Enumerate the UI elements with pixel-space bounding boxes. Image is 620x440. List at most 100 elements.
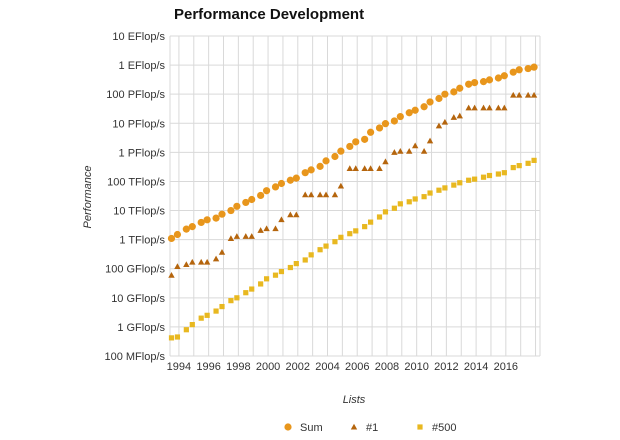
data-point	[307, 191, 315, 198]
data-point	[465, 80, 473, 88]
data-point	[376, 214, 383, 220]
data-point	[367, 128, 375, 136]
data-point	[332, 239, 338, 245]
data-point	[352, 138, 360, 146]
data-point	[173, 230, 182, 239]
y-tick-label: 1 TFlop/s	[119, 235, 165, 247]
data-point	[234, 295, 240, 301]
data-point	[361, 135, 369, 143]
data-point	[258, 281, 264, 287]
x-tick-label: 2016	[494, 361, 518, 373]
data-point	[426, 98, 434, 106]
data-point	[466, 177, 472, 183]
y-tick-label: 100 PFlop/s	[106, 89, 165, 101]
data-point	[189, 322, 195, 328]
data-point	[243, 290, 249, 296]
data-point	[456, 112, 463, 119]
y-gridlines	[170, 35, 540, 357]
data-points	[167, 63, 538, 341]
data-point	[338, 234, 344, 240]
legend-item: Sum	[284, 422, 323, 434]
y-tick-labels: 10 EFlop/s 1 EFlop/s 100 PFlop/s 10 PFlop/s…	[104, 31, 165, 363]
data-point	[406, 147, 413, 154]
x-tick-label: 2000	[256, 361, 280, 373]
data-point	[293, 211, 300, 218]
data-point	[397, 201, 403, 207]
data-point	[203, 216, 211, 224]
data-point	[515, 66, 523, 74]
data-point	[530, 63, 538, 71]
legend: Sum #1 #500	[284, 422, 456, 434]
data-point	[420, 103, 428, 111]
x-gridlines	[169, 36, 541, 356]
data-point	[218, 210, 226, 218]
data-point	[524, 64, 532, 73]
data-point	[263, 225, 270, 232]
data-point	[442, 185, 448, 191]
data-point	[286, 176, 294, 184]
legend-label: #500	[432, 422, 456, 434]
data-point	[516, 163, 522, 169]
data-point	[441, 118, 449, 125]
data-point	[531, 157, 537, 163]
data-point	[228, 298, 234, 304]
data-point	[411, 106, 419, 114]
data-point	[183, 261, 190, 268]
data-point	[486, 104, 493, 111]
data-point	[495, 104, 502, 111]
data-point	[412, 196, 418, 202]
data-point	[262, 187, 271, 195]
data-point	[494, 74, 502, 82]
data-point	[435, 94, 443, 103]
data-point	[391, 149, 398, 155]
y-tick-label: 100 GFlop/s	[105, 264, 165, 276]
y-tick-label: 100 TFlop/s	[107, 176, 165, 188]
chart-title: Performance Development	[174, 6, 364, 23]
data-point	[257, 227, 264, 233]
series-rank-500	[168, 157, 537, 341]
data-point	[510, 91, 517, 98]
data-point	[411, 142, 419, 149]
data-point	[219, 303, 225, 310]
data-point	[301, 169, 309, 177]
data-point	[323, 243, 329, 249]
data-point	[188, 223, 196, 231]
data-point	[322, 157, 330, 165]
data-point	[198, 258, 205, 265]
data-point	[316, 191, 324, 198]
data-point	[381, 120, 390, 128]
data-point	[486, 172, 493, 179]
data-point	[427, 190, 433, 196]
y-tick-label: 1 EFlop/s	[119, 60, 166, 72]
data-point	[308, 252, 314, 258]
y-tick-label: 10 EFlop/s	[112, 31, 165, 43]
data-point	[168, 335, 175, 341]
data-point	[471, 79, 479, 87]
legend-label: Sum	[300, 422, 323, 434]
x-tick-label: 1994	[167, 361, 191, 373]
y-tick-label: 10 TFlop/s	[113, 206, 165, 218]
legend-marker	[350, 423, 358, 430]
data-point	[382, 158, 389, 165]
legend-marker	[284, 423, 292, 431]
x-tick-label: 2004	[315, 361, 339, 373]
data-point	[331, 191, 339, 198]
data-point	[293, 261, 299, 267]
y-tick-label: 100 MFlop/s	[104, 351, 165, 363]
data-point	[337, 182, 345, 189]
data-point	[271, 183, 280, 191]
y-tick-label: 10 PFlop/s	[112, 118, 165, 130]
data-point	[480, 104, 487, 111]
data-point	[376, 165, 383, 172]
data-point	[500, 72, 508, 80]
data-point	[292, 174, 300, 182]
data-point	[465, 104, 472, 111]
data-point	[382, 209, 389, 215]
data-point	[227, 206, 235, 215]
x-tick-label: 1998	[226, 361, 250, 373]
data-point	[420, 147, 428, 154]
data-point	[510, 164, 516, 171]
data-point	[212, 214, 220, 222]
data-point	[347, 231, 353, 237]
data-point	[457, 180, 463, 186]
